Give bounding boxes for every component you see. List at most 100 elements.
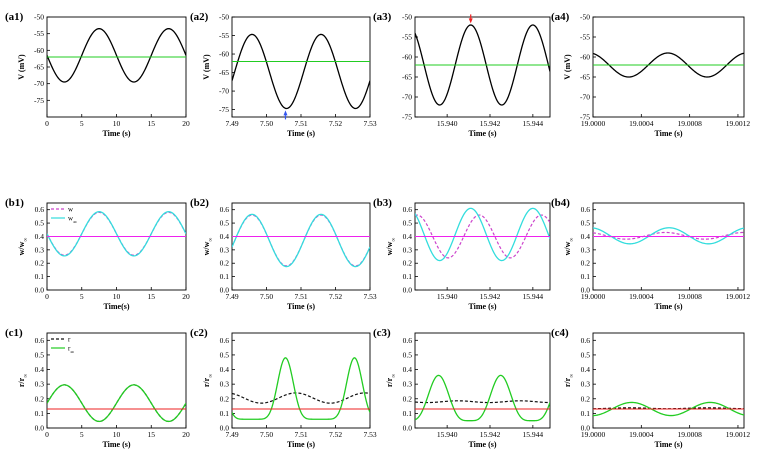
legend-label: w∞ (68, 215, 77, 226)
series-line-0 (593, 52, 744, 78)
x-axis-label: Time (s) (287, 129, 315, 138)
y-tick-label: 0.0 (35, 424, 45, 433)
y-tick-label: 0.3 (581, 245, 591, 254)
y-axis-label: w/w∞ (202, 238, 214, 256)
y-tick-label: 0.2 (35, 259, 45, 268)
y-tick-label: -75 (34, 96, 44, 105)
y-tick-label: 0.6 (581, 205, 591, 214)
y-tick-label: 0.5 (403, 219, 413, 228)
y-tick-label: -75 (402, 113, 412, 122)
x-tick-label: 10 (113, 119, 121, 128)
x-tick-label: 15 (148, 119, 156, 128)
x-tick-label: 7.53 (363, 292, 376, 301)
panel-label: (c2) (190, 327, 208, 339)
x-tick-label: 15.942 (480, 292, 501, 301)
y-tick-label: 0.5 (581, 219, 591, 228)
x-tick-label: 20 (182, 430, 190, 439)
x-tick-label: 20 (182, 292, 190, 301)
panel-a4: 19.0000 19.0004 19.0008 19.0012 -50 -55 -60 -65… (551, 11, 750, 138)
panel-b4: 19.0000 19.0004 19.0008 19.0012 0.0 0.1 0.2 0.3… (551, 197, 750, 311)
plot-frame-c4 (592, 332, 745, 429)
y-tick-label: 0.2 (35, 394, 45, 403)
panel-b1: 0 5 10 15 20 0.0 0.1 0.2 0.3 0.4 0.5 0.6 (b1) Time(s)… (5, 197, 190, 311)
y-tick-label: -70 (34, 79, 44, 88)
x-tick-label: 7.52 (329, 430, 342, 439)
x-tick-label: 19.0012 (726, 119, 751, 128)
x-tick-label: 19.0004 (629, 292, 654, 301)
y-axis-label: w/w∞ (563, 238, 575, 256)
y-tick-label: 0.4 (220, 365, 230, 374)
y-tick-label: 0.6 (581, 336, 591, 345)
plot-frame-a3 (414, 16, 551, 118)
y-tick-label: -50 (402, 13, 412, 22)
x-tick-label: 15.940 (437, 292, 458, 301)
x-axis-label: Time (s) (654, 440, 682, 449)
x-tick-label: 7.49 (225, 430, 238, 439)
x-tick-label: 19.0012 (726, 292, 751, 301)
y-tick-label: -50 (219, 13, 229, 22)
y-tick-label: -65 (402, 73, 412, 82)
y-tick-label: -55 (219, 31, 229, 40)
y-tick-label: 0.5 (581, 350, 591, 359)
x-tick-label: 19.0004 (629, 430, 654, 439)
x-tick-label: 15.940 (437, 430, 458, 439)
series-line-1 (415, 207, 550, 262)
y-tick-label: 0.4 (403, 232, 413, 241)
panel-c3: 15.940 15.942 15.944 0.0 0.1 0.2 0.3 0.4 0.5 0.6 (… (373, 327, 551, 449)
panel-a3: 15.940 15.942 15.944 -50 -55 -60 -65 -70 -75 (a3)… (373, 11, 551, 138)
event-marker (283, 110, 288, 116)
y-tick-label: -60 (402, 53, 412, 62)
x-tick-label: 7.50 (260, 119, 273, 128)
panel-b3: 15.940 15.942 15.944 0.0 0.1 0.2 0.3 0.4 0.5 0.6 (… (373, 197, 551, 311)
legend-label: r (68, 336, 71, 344)
series-line-0 (415, 214, 550, 259)
y-tick-label: 0.2 (403, 259, 413, 268)
y-tick-label: -70 (580, 93, 590, 102)
x-tick-label: 15.942 (480, 119, 501, 128)
x-tick-label: 7.53 (363, 430, 376, 439)
plot-frame-a4 (592, 16, 745, 118)
x-axis-label: Time (s) (654, 129, 682, 138)
y-tick-label: 0.3 (35, 380, 45, 389)
y-tick-label: 0.6 (35, 336, 45, 345)
y-axis-label: r/r∞ (385, 374, 397, 387)
panel-label: (c1) (5, 327, 23, 339)
y-tick-label: 0.1 (581, 272, 591, 281)
panel-label: (b3) (373, 197, 392, 209)
panel-a2: 7.49 7.50 7.51 7.52 7.53 -50 -55 -60 -65 -70 -75 (a… (190, 11, 377, 138)
y-tick-label: 0.6 (403, 336, 413, 345)
x-tick-label: 10 (113, 292, 121, 301)
y-axis-label: V (mV) (202, 54, 211, 80)
plot-frame-b3 (414, 202, 551, 291)
x-tick-label: 15.944 (523, 292, 544, 301)
y-tick-label: -60 (34, 46, 44, 55)
series-line-0 (593, 231, 744, 240)
panel-c1: 0 5 10 15 20 0.0 0.1 0.2 0.3 0.4 0.5 0.6 (c1) Time (s… (5, 327, 190, 449)
y-tick-label: -55 (580, 33, 590, 42)
x-tick-label: 7.51 (294, 119, 307, 128)
panel-c2: 7.49 7.50 7.51 7.52 7.53 0.0 0.1 0.2 0.3 0.4 0.5 0.… (190, 327, 377, 449)
y-tick-label: 0.1 (35, 272, 45, 281)
x-tick-label: 15 (148, 292, 156, 301)
series-line-1 (47, 211, 186, 257)
y-axis-label: r/r∞ (563, 374, 575, 387)
y-tick-label: 0.3 (403, 380, 413, 389)
x-tick-label: 0 (45, 430, 49, 439)
x-tick-label: 7.49 (225, 119, 238, 128)
y-tick-label: 0.6 (220, 205, 230, 214)
y-tick-label: 0.1 (220, 409, 230, 418)
y-tick-label: 0.5 (220, 219, 230, 228)
y-tick-label: 0.6 (35, 205, 45, 214)
x-tick-label: 15.944 (523, 119, 544, 128)
x-tick-label: 7.51 (294, 430, 307, 439)
x-tick-label: 7.50 (260, 430, 273, 439)
y-tick-label: 0.3 (403, 245, 413, 254)
x-tick-label: 19.0000 (581, 119, 606, 128)
y-axis-label: w/w∞ (17, 238, 29, 256)
x-axis-label: Time(s) (103, 302, 129, 311)
y-tick-label: 0.5 (35, 350, 45, 359)
y-tick-label: 0.4 (403, 365, 413, 374)
y-tick-label: 0.1 (403, 409, 413, 418)
y-tick-label: 0.1 (220, 272, 230, 281)
y-tick-label: 0.3 (220, 380, 230, 389)
